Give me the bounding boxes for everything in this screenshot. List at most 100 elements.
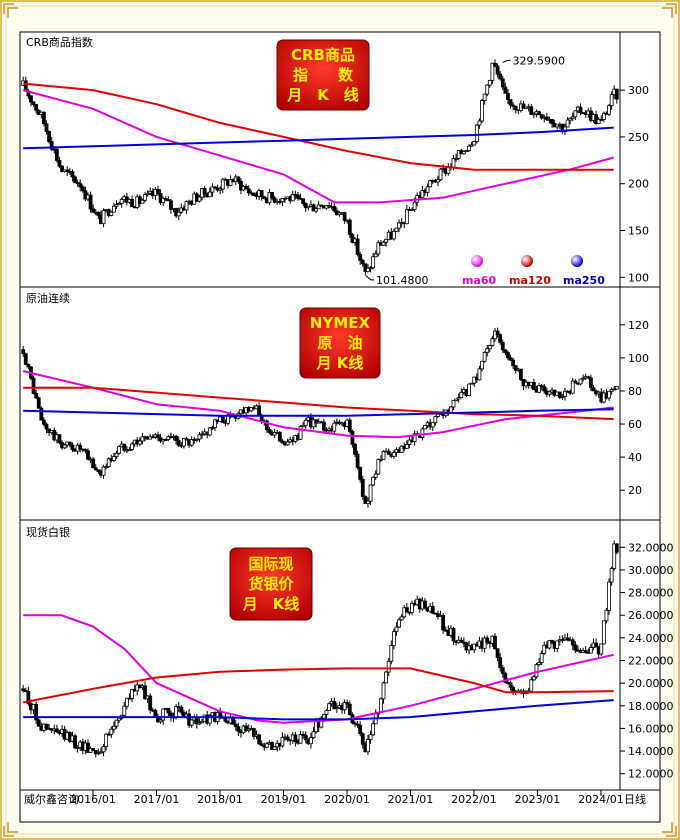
candle-body bbox=[391, 452, 396, 457]
candle-body bbox=[62, 444, 67, 449]
candle-body bbox=[607, 105, 611, 115]
candle-body bbox=[485, 84, 490, 95]
candle-body bbox=[472, 141, 477, 146]
candle-body bbox=[47, 131, 51, 143]
candle-body bbox=[311, 731, 316, 739]
ytick-label: 100 bbox=[628, 271, 649, 284]
candle-body bbox=[96, 211, 101, 216]
panel-label-silver: 现货白银 bbox=[26, 525, 70, 539]
candle-body bbox=[184, 438, 189, 441]
candle-body bbox=[381, 241, 386, 246]
candle-body bbox=[75, 747, 80, 749]
candle-body bbox=[394, 227, 399, 232]
xtick-label: 2020/01 bbox=[324, 793, 370, 806]
candle-body bbox=[218, 188, 223, 191]
candle-body bbox=[267, 429, 272, 433]
ytick-label: 100 bbox=[628, 352, 649, 365]
candle-body bbox=[353, 443, 357, 455]
candle-body bbox=[280, 198, 285, 203]
legend-ma60: ma60 bbox=[462, 274, 497, 287]
candle-body bbox=[563, 126, 567, 133]
candle-body bbox=[213, 419, 217, 428]
candle-body bbox=[166, 707, 171, 714]
annotation-leader bbox=[502, 59, 511, 63]
candle-body bbox=[550, 118, 554, 124]
candle-body bbox=[560, 639, 565, 642]
candle-body bbox=[490, 338, 495, 347]
ytick-label: 20.0000 bbox=[628, 677, 674, 690]
candle-body bbox=[70, 444, 75, 450]
candle-body bbox=[189, 439, 194, 446]
candle-body bbox=[290, 193, 295, 202]
xtick-label: 2022/01 bbox=[451, 793, 497, 806]
candle-body bbox=[332, 701, 337, 710]
candle-body bbox=[150, 436, 155, 439]
candle-body bbox=[148, 695, 153, 711]
candle-body bbox=[174, 435, 179, 441]
candle-body bbox=[166, 436, 171, 440]
candle-body bbox=[366, 500, 370, 504]
candle-body bbox=[104, 466, 109, 468]
candle-body bbox=[599, 118, 604, 121]
candle-body bbox=[363, 263, 368, 272]
crb-title-line-1: CRB商品 bbox=[291, 46, 355, 64]
candle-body bbox=[508, 682, 513, 688]
candle-body bbox=[200, 433, 204, 436]
candle-body bbox=[104, 733, 109, 748]
candle-body bbox=[469, 144, 474, 147]
candle-body bbox=[368, 267, 373, 270]
candle-body bbox=[57, 434, 62, 443]
candle-body bbox=[114, 204, 119, 207]
candle-body bbox=[539, 114, 544, 119]
candle-body bbox=[44, 723, 49, 730]
candle-body bbox=[161, 198, 166, 204]
candle-body bbox=[404, 607, 409, 613]
legend-ma120: ma120 bbox=[509, 274, 551, 287]
candle-body bbox=[399, 445, 404, 453]
candle-body bbox=[207, 715, 212, 724]
candle-body bbox=[57, 160, 62, 167]
candle-body bbox=[140, 199, 145, 204]
candle-body bbox=[259, 190, 264, 198]
panel-label-crude: 原油连续 bbox=[26, 291, 70, 305]
candle-body bbox=[594, 642, 598, 648]
candle-body bbox=[371, 256, 376, 269]
ma250-line bbox=[23, 699, 614, 721]
candle-body bbox=[257, 405, 261, 416]
candle-body bbox=[347, 419, 352, 432]
candle-body bbox=[373, 473, 378, 478]
corner-ornament-icon bbox=[3, 3, 677, 837]
candle-body bbox=[36, 719, 41, 727]
candle-body bbox=[529, 106, 534, 115]
candle-body bbox=[503, 86, 508, 94]
candle-body bbox=[557, 391, 562, 398]
candle-body bbox=[244, 185, 249, 190]
candle-body bbox=[67, 441, 72, 446]
legend-ball-ma250 bbox=[571, 255, 583, 267]
candle-body bbox=[182, 438, 186, 447]
candle-body bbox=[73, 735, 77, 749]
xtick-label: 2024/01 bbox=[578, 793, 624, 806]
candle-body bbox=[109, 728, 114, 735]
candle-body bbox=[459, 392, 464, 399]
candle-body bbox=[342, 702, 347, 711]
candle-body bbox=[137, 440, 142, 445]
candle-body bbox=[368, 734, 373, 740]
xtick-label: 2021/01 bbox=[388, 793, 434, 806]
ma60-line bbox=[22, 370, 614, 439]
candle-body bbox=[404, 444, 409, 449]
candle-body bbox=[464, 150, 469, 153]
candle-body bbox=[381, 450, 386, 460]
candle-body bbox=[609, 568, 614, 583]
candle-body bbox=[36, 397, 41, 409]
candle-body bbox=[596, 118, 601, 124]
candle-body bbox=[93, 750, 98, 755]
candle-body bbox=[101, 210, 106, 225]
candle-body bbox=[303, 419, 308, 426]
candle-body bbox=[96, 469, 101, 472]
ytick-label: 80 bbox=[628, 385, 642, 398]
ytick-label: 32.0000 bbox=[628, 541, 674, 554]
candle-body bbox=[117, 717, 121, 721]
candle-body bbox=[436, 613, 440, 617]
candle-body bbox=[601, 112, 606, 120]
